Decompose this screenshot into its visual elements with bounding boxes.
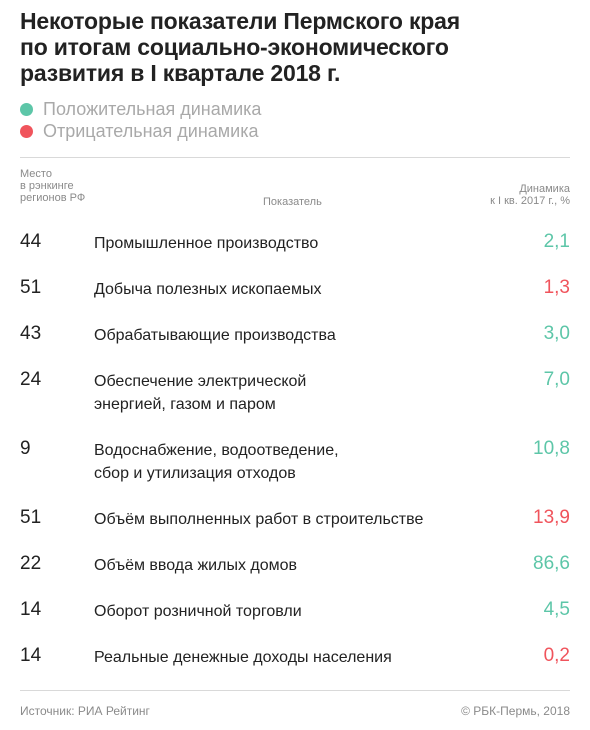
indicator-name: Водоснабжение, водоотведение, сбор и утил…	[94, 439, 474, 485]
column-header-rank: Место в рэнкинге регионов РФ	[20, 168, 85, 204]
column-header-rank-line: Место	[20, 168, 52, 180]
copyright-note: © РБК-Пермь, 2018	[461, 704, 570, 718]
dynamics-value: 0,2	[543, 645, 570, 666]
negative-dot-icon	[20, 124, 33, 138]
top-divider	[20, 157, 570, 158]
rank-value: 44	[20, 231, 42, 252]
chart-title: Некоторые показатели Пермского края по и…	[20, 8, 570, 86]
rank-value: 14	[20, 599, 42, 620]
dynamics-value: 13,9	[533, 507, 570, 528]
chart-title-line: развития в I квартале 2018 г.	[20, 60, 341, 86]
dynamics-value: 4,5	[543, 599, 570, 620]
indicator-name: Промышленное производство	[94, 232, 474, 255]
rank-value: 51	[20, 507, 42, 528]
indicator-name-line: Обеспечение электрической	[94, 373, 307, 390]
column-header-indicator: Показатель	[263, 196, 322, 208]
dynamics-value: 3,0	[543, 323, 570, 344]
indicator-name-line: Оборот розничной торговли	[94, 603, 302, 620]
indicator-name-line: Добыча полезных ископаемых	[94, 281, 322, 298]
column-header-dynamics-line: к I кв. 2017 г., %	[490, 195, 570, 207]
indicator-name-line: энергией, газом и паром	[94, 396, 276, 413]
indicator-name: Обеспечение электрической энергией, газом…	[94, 370, 474, 416]
indicator-name-line: Водоснабжение, водоотведение,	[94, 442, 339, 459]
indicator-name-line: Реальные денежные доходы населения	[94, 649, 392, 666]
legend-item-negative: Отрицательная динамика	[20, 120, 570, 142]
chart-title-line: Некоторые показатели Пермского края	[20, 8, 460, 34]
dynamics-value: 10,8	[533, 438, 570, 459]
dynamics-value: 7,0	[543, 369, 570, 390]
bottom-divider	[20, 690, 570, 691]
indicator-name-line: Объём ввода жилых домов	[94, 557, 298, 574]
rank-value: 51	[20, 277, 42, 298]
indicator-name-line: Обрабатывающие производства	[94, 327, 336, 344]
indicator-name: Объём выполненных работ в строительстве	[94, 508, 474, 531]
column-header-rank-line: регионов РФ	[20, 192, 86, 204]
positive-dot-icon	[20, 102, 33, 116]
indicator-name: Объём ввода жилых домов	[94, 554, 474, 577]
indicator-name-line: сбор и утилизация отходов	[94, 465, 296, 482]
dynamics-value: 1,3	[543, 277, 570, 298]
column-header-dynamics: Динамика к I кв. 2017 г., %	[490, 183, 570, 207]
rank-value: 43	[20, 323, 42, 344]
indicator-name: Обрабатывающие производства	[94, 324, 474, 347]
column-header-dynamics-line: Динамика	[519, 183, 570, 195]
legend: Положительная динамика Отрицательная дин…	[20, 98, 570, 142]
legend-item-positive: Положительная динамика	[20, 98, 570, 120]
legend-label-negative: Отрицательная динамика	[43, 120, 259, 141]
rank-value: 22	[20, 553, 42, 574]
dynamics-value: 2,1	[543, 231, 570, 252]
indicator-name-line: Промышленное производство	[94, 235, 319, 252]
dynamics-value: 86,6	[533, 553, 570, 574]
rank-value: 24	[20, 369, 42, 390]
source-note: Источник: РИА Рейтинг	[20, 704, 150, 718]
indicator-name: Реальные денежные доходы населения	[94, 646, 474, 669]
column-header-rank-line: в рэнкинге	[20, 180, 74, 192]
infographic: Некоторые показатели Пермского края по и…	[20, 0, 570, 730]
indicator-name: Добыча полезных ископаемых	[94, 278, 474, 301]
indicator-name-line: Объём выполненных работ в строительстве	[94, 511, 424, 528]
chart-title-line: по итогам социально-экономического	[20, 34, 449, 60]
rank-value: 9	[20, 438, 31, 459]
legend-label-positive: Положительная динамика	[43, 98, 262, 119]
rank-value: 14	[20, 645, 42, 666]
indicator-name: Оборот розничной торговли	[94, 600, 474, 623]
